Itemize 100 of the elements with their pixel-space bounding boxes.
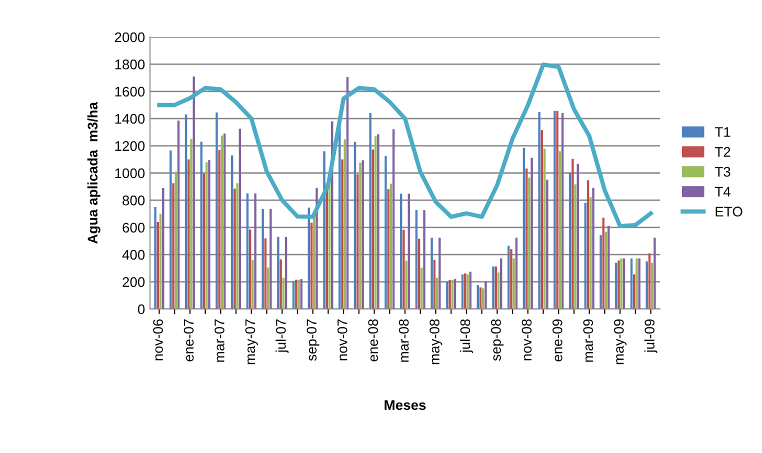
x-tick-label: ene-07 xyxy=(184,319,194,362)
x-tick-label: may-08 xyxy=(430,319,442,364)
legend-label: T4 xyxy=(714,186,730,196)
bar xyxy=(448,280,451,309)
bar xyxy=(546,180,548,309)
y-tick-label: 1400 xyxy=(115,114,145,124)
bar xyxy=(574,184,576,309)
y-tick-label: 800 xyxy=(122,196,145,206)
bar xyxy=(216,112,218,309)
bar xyxy=(510,249,512,309)
bar xyxy=(344,139,346,309)
x-tick-label: sep-07 xyxy=(306,319,320,361)
x-tick-label: mar-09 xyxy=(583,319,594,362)
y-tick-label: 1800 xyxy=(115,60,145,70)
x-tick-label: may-09 xyxy=(614,319,627,364)
bar xyxy=(172,183,174,309)
bar xyxy=(238,128,242,309)
bar xyxy=(374,136,377,309)
x-tick-label: nov-08 xyxy=(522,319,532,360)
x-axis-title: Meses xyxy=(384,400,426,410)
y-tick-label: 1200 xyxy=(115,141,145,151)
y-tick-label: 2000 xyxy=(114,32,145,42)
y-axis-title: Agua aplicada m3/ha xyxy=(87,102,100,244)
bar xyxy=(277,236,280,309)
legend-label: T3 xyxy=(714,166,730,177)
bar xyxy=(392,129,395,309)
x-tick-label: jul-07 xyxy=(276,319,289,354)
bar xyxy=(576,164,580,309)
bar xyxy=(638,258,640,309)
x-tick-label: nov-06 xyxy=(153,319,163,360)
bar xyxy=(218,150,220,309)
bar xyxy=(252,260,254,309)
bar xyxy=(356,174,359,309)
bar xyxy=(234,188,236,309)
bar xyxy=(170,150,172,309)
bar xyxy=(208,160,210,309)
bar xyxy=(359,162,362,309)
bar xyxy=(354,142,356,309)
bar xyxy=(310,222,313,309)
bar xyxy=(530,158,533,309)
bar xyxy=(190,139,192,309)
bar xyxy=(323,151,326,309)
bar xyxy=(654,238,656,309)
bar xyxy=(512,258,515,309)
bar xyxy=(154,207,156,309)
bar xyxy=(408,194,410,309)
x-tick-label: mar-07 xyxy=(214,319,224,362)
bar xyxy=(528,178,530,309)
bar xyxy=(592,188,594,309)
bar xyxy=(369,112,372,309)
bar xyxy=(236,183,238,309)
bar xyxy=(200,142,202,309)
bar xyxy=(220,136,224,309)
bar xyxy=(174,172,177,309)
bar xyxy=(543,148,546,309)
legend-label: ETO xyxy=(716,206,742,217)
bar xyxy=(205,162,208,309)
bar xyxy=(405,260,408,309)
bar xyxy=(248,229,252,309)
bar xyxy=(561,112,564,309)
bar xyxy=(377,134,380,309)
bar xyxy=(246,193,249,309)
bar xyxy=(525,168,528,309)
legend-label: T2 xyxy=(714,147,730,157)
bar xyxy=(177,120,180,309)
bar xyxy=(418,238,420,309)
bar xyxy=(423,210,426,309)
bar xyxy=(522,148,526,309)
bar xyxy=(295,280,298,309)
bar xyxy=(540,130,544,309)
bar xyxy=(223,134,226,309)
bar xyxy=(484,281,487,309)
bar xyxy=(586,180,590,309)
legend-label: T1 xyxy=(714,127,730,137)
bar xyxy=(415,210,418,309)
bar xyxy=(430,238,433,309)
x-tick-label: mar-08 xyxy=(398,319,409,362)
bar xyxy=(466,274,469,309)
bar xyxy=(372,149,374,309)
bar xyxy=(362,160,364,309)
x-tick-label: nov-07 xyxy=(337,319,348,360)
bar xyxy=(572,158,574,309)
bar xyxy=(590,197,592,309)
bar xyxy=(387,189,390,309)
bar xyxy=(280,259,282,309)
bar xyxy=(568,172,572,309)
bar xyxy=(602,218,605,309)
bar xyxy=(636,258,638,309)
bar xyxy=(384,156,387,309)
bar xyxy=(230,155,234,309)
bar xyxy=(584,202,587,309)
bar xyxy=(262,209,264,309)
bar xyxy=(446,281,448,309)
bar xyxy=(270,209,272,309)
bar xyxy=(402,230,405,309)
bar xyxy=(420,268,423,309)
bar xyxy=(162,188,164,309)
y-tick-label: 200 xyxy=(122,277,145,287)
bar xyxy=(298,280,300,309)
bar xyxy=(156,222,160,309)
